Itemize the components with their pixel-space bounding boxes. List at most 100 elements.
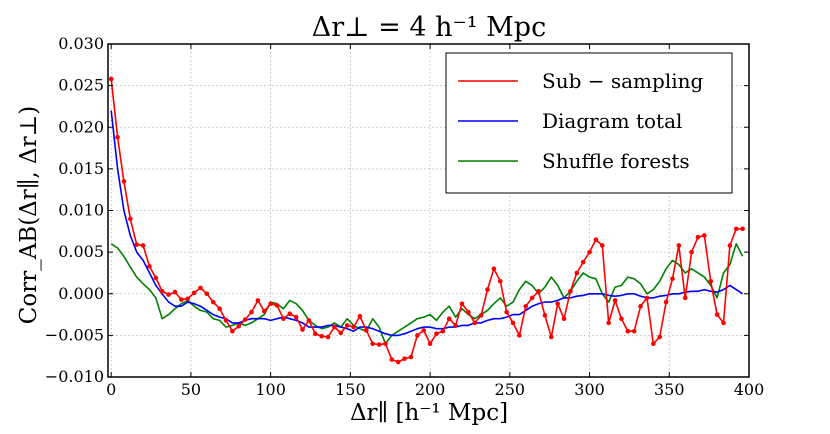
data-point-sub-sampling (497, 278, 503, 284)
data-point-sub-sampling (625, 328, 631, 334)
data-point-sub-sampling (115, 134, 120, 140)
data-point-sub-sampling (140, 243, 146, 248)
x-tick-label: 300 (574, 380, 605, 399)
data-point-sub-sampling (542, 313, 548, 318)
data-point-sub-sampling (644, 295, 650, 301)
data-point-sub-sampling (587, 249, 592, 255)
data-point-sub-sampling (300, 327, 305, 332)
data-point-sub-sampling (670, 276, 675, 282)
y-tick-label: 0.025 (58, 76, 104, 95)
data-point-sub-sampling (689, 249, 694, 255)
series-layer (108, 76, 745, 365)
legend-entry: Shuffle forests (542, 149, 690, 173)
data-point-sub-sampling (204, 291, 210, 297)
data-point-sub-sampling (663, 299, 669, 305)
data-point-sub-sampling (702, 233, 707, 238)
data-point-sub-sampling (319, 333, 324, 339)
data-point-sub-sampling (714, 312, 720, 317)
data-point-sub-sampling (529, 295, 535, 301)
data-point-sub-sampling (568, 288, 573, 294)
data-point-sub-sampling (172, 289, 178, 295)
data-point-sub-sampling (682, 295, 688, 301)
y-tick-label: 0.030 (58, 34, 104, 53)
data-point-sub-sampling (255, 298, 261, 303)
data-point-sub-sampling (434, 331, 439, 337)
data-point-sub-sampling (638, 303, 643, 309)
data-point-sub-sampling (536, 288, 541, 294)
x-tick-label: 400 (734, 380, 765, 399)
y-tick-label: −0.010 (45, 367, 104, 386)
data-point-sub-sampling (147, 263, 152, 269)
data-point-sub-sampling (574, 270, 580, 276)
data-point-sub-sampling (555, 301, 560, 307)
x-tick-label: 100 (255, 380, 286, 399)
x-tick-label: 350 (654, 380, 685, 399)
data-point-sub-sampling (287, 311, 293, 317)
data-point-sub-sampling (440, 328, 446, 334)
data-point-sub-sampling (153, 275, 159, 281)
x-tick-label: 200 (415, 380, 446, 399)
data-point-sub-sampling (198, 285, 203, 291)
data-point-sub-sampling (727, 243, 733, 248)
series-line-diagram-total (110, 110, 744, 337)
x-axis-label: Δr∥ [h⁻¹ Mpc] (350, 400, 508, 426)
data-point-sub-sampling (217, 306, 222, 312)
data-point-sub-sampling (606, 320, 611, 326)
data-point-sub-sampling (485, 287, 490, 292)
y-tick-label: 0.010 (58, 201, 104, 220)
y-tick-label: 0.020 (58, 117, 104, 136)
data-point-sub-sampling (657, 334, 663, 340)
data-point-sub-sampling (376, 342, 382, 347)
data-point-sub-sampling (249, 309, 254, 315)
x-tick-label: 250 (495, 380, 526, 399)
data-point-sub-sampling (242, 317, 248, 322)
data-point-sub-sampling (523, 303, 529, 309)
data-point-sub-sampling (108, 76, 114, 82)
data-point-sub-sampling (383, 341, 388, 347)
data-point-sub-sampling (268, 301, 273, 307)
y-tick-label: −0.005 (45, 325, 104, 344)
data-point-sub-sampling (708, 278, 714, 284)
data-point-sub-sampling (733, 226, 739, 232)
data-point-sub-sampling (415, 333, 420, 338)
legend-entry: Sub − sampling (542, 69, 703, 93)
data-point-sub-sampling (580, 259, 586, 265)
data-point-sub-sampling (293, 314, 299, 320)
data-point-sub-sampling (631, 328, 637, 334)
data-point-sub-sampling (344, 323, 350, 328)
data-point-sub-sampling (676, 243, 682, 248)
data-point-sub-sampling (325, 334, 331, 340)
data-point-sub-sampling (395, 359, 401, 365)
data-point-sub-sampling (466, 309, 471, 315)
x-tick-label: 50 (181, 380, 201, 399)
data-point-sub-sampling (721, 320, 726, 326)
data-point-sub-sampling (364, 328, 369, 333)
series-line-sub-sampling (110, 78, 743, 363)
data-point-sub-sampling (236, 323, 242, 329)
data-point-sub-sampling (427, 341, 433, 347)
data-point-sub-sampling (600, 243, 605, 248)
data-point-sub-sampling (472, 320, 478, 326)
legend: Sub − sampling Diagram total Shuffle fores… (445, 52, 733, 194)
data-point-sub-sampling (306, 318, 312, 323)
data-point-sub-sampling (402, 356, 407, 361)
data-point-sub-sampling (517, 333, 522, 338)
series-line-shuffle-forests (110, 243, 744, 345)
data-point-sub-sampling (408, 354, 414, 360)
data-point-sub-sampling (491, 266, 497, 272)
legend-box (445, 52, 733, 194)
data-point-sub-sampling (695, 234, 701, 240)
data-point-sub-sampling (389, 357, 395, 362)
data-point-sub-sampling (612, 298, 618, 303)
data-point-sub-sampling (459, 301, 465, 307)
data-point-sub-sampling (453, 323, 458, 328)
data-point-sub-sampling (504, 309, 509, 315)
data-point-sub-sampling (593, 237, 599, 242)
chart-title: Δr⊥ = 4 h⁻¹ Mpc (312, 12, 546, 43)
data-point-sub-sampling (230, 328, 235, 334)
data-point-sub-sampling (478, 313, 484, 318)
data-point-sub-sampling (223, 318, 229, 323)
data-point-sub-sampling (740, 226, 745, 232)
data-point-sub-sampling (312, 331, 318, 337)
